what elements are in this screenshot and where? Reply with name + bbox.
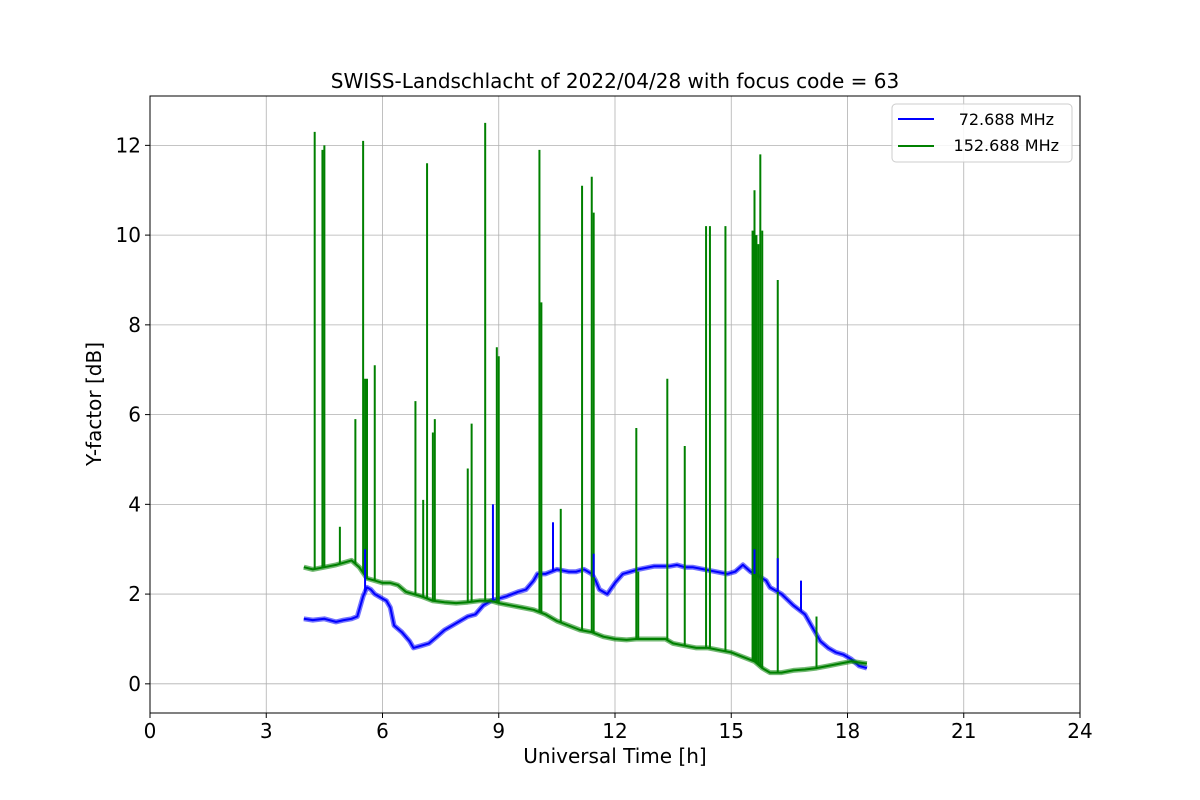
y-tick-label: 6 bbox=[128, 403, 141, 427]
legend: 72.688 MHz 152.688 MHz bbox=[891, 103, 1073, 163]
series-line-152mhz bbox=[303, 559, 868, 674]
x-tick-label: 18 bbox=[835, 719, 860, 743]
x-tick-label: 3 bbox=[260, 719, 273, 743]
x-tick-label: 9 bbox=[492, 719, 505, 743]
x-tick-label: 0 bbox=[144, 719, 157, 743]
x-tick-label: 15 bbox=[719, 719, 744, 743]
chart-title: SWISS-Landschlacht of 2022/04/28 with fo… bbox=[331, 69, 899, 93]
x-tick-label: 21 bbox=[951, 719, 976, 743]
y-tick-label: 10 bbox=[116, 223, 141, 247]
y-tick-label: 12 bbox=[116, 133, 141, 157]
legend-label-152mhz: 152.688 MHz bbox=[954, 136, 1059, 155]
x-tick-label: 6 bbox=[376, 719, 389, 743]
y-axis-label: Y-factor [dB] bbox=[82, 342, 106, 467]
x-axis-label: Universal Time [h] bbox=[523, 744, 706, 768]
x-axis: 0 3 6 9 12 15 18 21 24 bbox=[144, 713, 1093, 743]
x-tick-label: 24 bbox=[1067, 719, 1092, 743]
y-tick-label: 8 bbox=[128, 313, 141, 337]
y-tick-label: 2 bbox=[128, 582, 141, 606]
y-axis: 0 2 4 6 8 10 12 bbox=[116, 133, 150, 696]
plot-lines bbox=[303, 122, 868, 676]
legend-label-72mhz: 72.688 MHz bbox=[959, 110, 1054, 129]
x-tick-label: 12 bbox=[602, 719, 627, 743]
y-tick-label: 4 bbox=[128, 492, 141, 516]
legend-box bbox=[891, 103, 1073, 163]
series-line-72mhz bbox=[303, 563, 868, 670]
y-tick-label: 0 bbox=[128, 672, 141, 696]
